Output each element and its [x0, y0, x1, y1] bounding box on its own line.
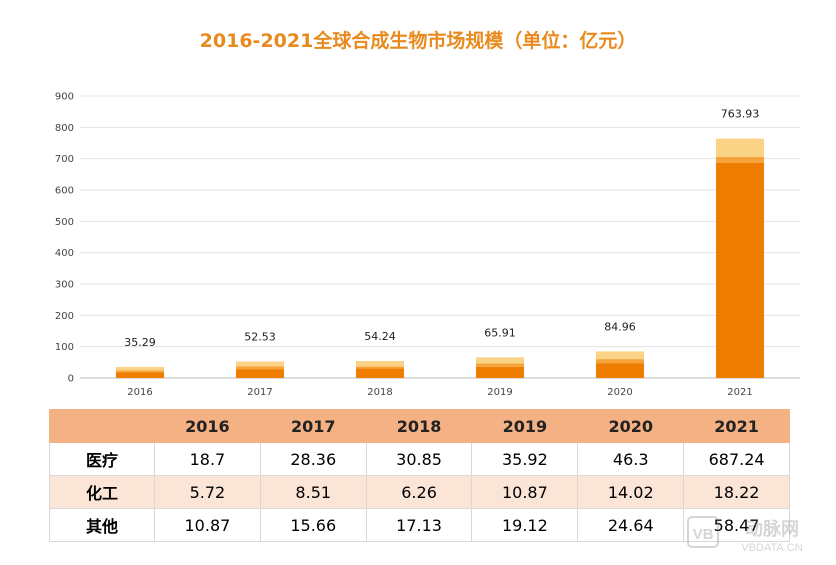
table-cell: 17.13	[365, 508, 473, 542]
table-header-cell: 2017	[259, 409, 367, 443]
table-cell: 18.22	[683, 475, 790, 509]
total-data-label: 65.91	[484, 326, 516, 339]
bar-segment-chemical	[476, 363, 524, 367]
watermark-logo-text: VB	[693, 526, 714, 543]
bar-segment-other	[356, 361, 404, 367]
bar-segment-other	[716, 138, 764, 157]
x-tick-label: 2018	[367, 387, 392, 398]
y-tick-label: 300	[55, 280, 74, 291]
y-tick-label: 800	[55, 123, 74, 134]
bar-segment-chemical	[356, 366, 404, 369]
chart-title: 2016-2021全球合成生物市场规模（单位：亿元）	[199, 30, 637, 52]
bar-segment-medical	[476, 366, 524, 378]
row-label: 其他	[49, 508, 155, 542]
bar-segment-medical	[356, 368, 404, 378]
y-axis: 0 100 200 300 400 500 600 700 800 900	[55, 92, 74, 385]
table-cell: 687.24	[683, 442, 790, 476]
table-cell: 19.12	[471, 508, 579, 542]
table-header-cell: 2018	[365, 409, 473, 443]
bar-segment-chemical	[116, 370, 164, 373]
table-cell: 14.02	[577, 475, 685, 509]
table-header-cell: 2021	[683, 409, 790, 443]
table-cell: 18.7	[154, 442, 261, 476]
table-header-cell: 2019	[471, 409, 579, 443]
y-tick-label: 700	[55, 154, 74, 165]
watermark-name: 动脉网	[745, 518, 799, 540]
table-cell: 35.92	[471, 442, 579, 476]
table-row: 其他 10.87 15.66 17.13 19.12 24.64 58.47	[49, 508, 790, 542]
x-tick-label: 2016	[127, 387, 152, 398]
bars	[116, 138, 764, 378]
bar-segment-other	[596, 351, 644, 360]
table-cell: 15.66	[259, 508, 367, 542]
y-tick-label: 0	[68, 374, 74, 385]
y-tick-label: 400	[55, 248, 74, 259]
table-cell: 8.51	[259, 475, 367, 509]
y-tick-label: 500	[55, 217, 74, 228]
bar-segment-other	[116, 366, 164, 371]
total-labels: 35.29 52.53 54.24 65.91 84.96 763.93	[124, 108, 759, 349]
bar-segment-other	[476, 357, 524, 364]
x-tick-label: 2017	[247, 387, 272, 398]
total-data-label: 52.53	[244, 331, 276, 344]
watermark-domain: VBDATA.CN	[741, 542, 802, 554]
bar-segment-medical	[116, 372, 164, 378]
x-tick-label: 2019	[487, 387, 512, 398]
table-row: 化工 5.72 8.51 6.26 10.87 14.02 18.22	[49, 475, 790, 509]
x-tick-label: 2020	[607, 387, 632, 398]
table-cell: 10.87	[471, 475, 579, 509]
table-cell: 28.36	[259, 442, 367, 476]
bar-segment-chemical	[716, 156, 764, 163]
bar-segment-chemical	[596, 359, 644, 364]
y-tick-label: 200	[55, 311, 74, 322]
table-cell: 58.47	[683, 508, 790, 542]
x-axis: 2016 2017 2018 2019 2020 2021	[127, 387, 752, 398]
total-data-label: 84.96	[604, 320, 636, 333]
table-header-cell: 2016	[154, 409, 261, 443]
table-cell: 5.72	[154, 475, 261, 509]
table-header-cell: 2020	[577, 409, 685, 443]
bar-segment-chemical	[236, 366, 284, 370]
row-label: 医疗	[49, 442, 155, 476]
bar-segment-medical	[596, 363, 644, 378]
data-table: 2016 2017 2018 2019 2020 2021 医疗 18.7 28…	[49, 409, 790, 542]
y-tick-label: 900	[55, 92, 74, 103]
table-header-cell	[49, 409, 155, 443]
y-tick-label: 600	[55, 186, 74, 197]
bar-segment-medical	[236, 369, 284, 378]
vbdata-watermark-logo: VB 动脉网 VBDATA.CN	[687, 516, 803, 554]
total-data-label: 763.93	[721, 108, 760, 121]
table-cell: 46.3	[577, 442, 685, 476]
y-tick-label: 100	[55, 342, 74, 353]
gridlines	[80, 95, 800, 379]
table-cell: 6.26	[365, 475, 473, 509]
table-header-row: 2016 2017 2018 2019 2020 2021	[49, 409, 790, 443]
row-label: 化工	[49, 475, 155, 509]
bar-segment-other	[236, 361, 284, 367]
table-cell: 24.64	[577, 508, 685, 542]
table-row: 医疗 18.7 28.36 30.85 35.92 46.3 687.24	[49, 442, 790, 476]
table-cell: 30.85	[365, 442, 473, 476]
table-cell: 10.87	[154, 508, 261, 542]
total-data-label: 54.24	[364, 330, 396, 343]
bar-segment-medical	[716, 162, 764, 378]
x-tick-label: 2021	[727, 387, 752, 398]
total-data-label: 35.29	[124, 336, 156, 349]
